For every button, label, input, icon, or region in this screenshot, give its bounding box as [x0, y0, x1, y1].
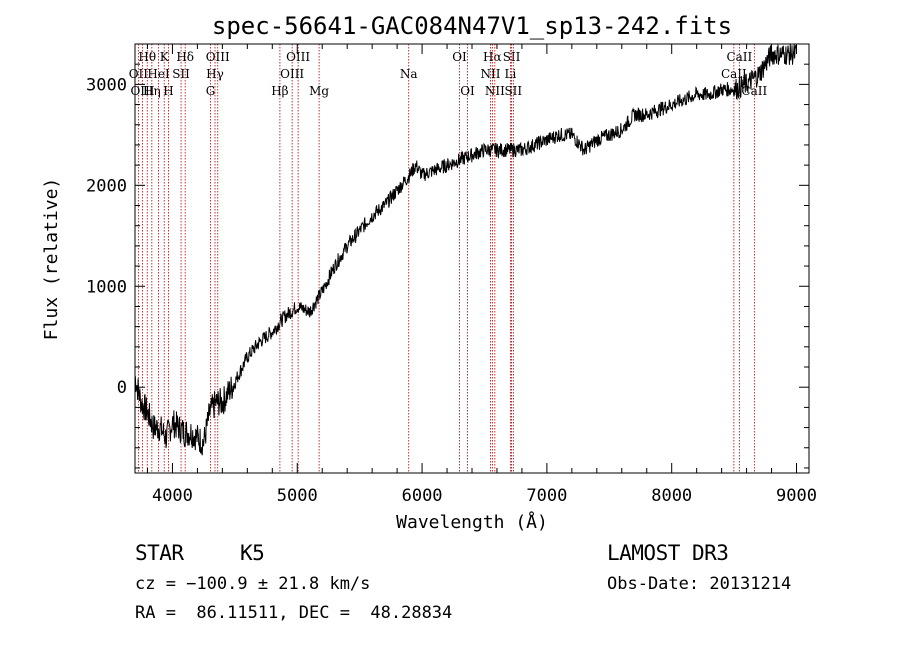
x-tick-label: 5000 — [277, 486, 318, 506]
y-axis-label: Flux (relative) — [41, 178, 62, 341]
spectral-line-label: CaII — [726, 50, 752, 64]
spectral-line-label: Na — [400, 67, 418, 81]
plot-frame — [134, 43, 810, 474]
spectral-line-label: Li — [505, 67, 517, 81]
spectral-line-label: HeI — [147, 67, 170, 81]
x-axis-label: Wavelength (Å) — [396, 511, 548, 533]
spectral-line-label: H — [163, 84, 173, 98]
y-tick-label: 2000 — [86, 176, 127, 196]
y-tick-label: 3000 — [86, 75, 127, 95]
x-tick-label: 7000 — [526, 486, 567, 506]
spectral-line-label: Hα — [483, 50, 502, 64]
spectral-line-label: OI — [460, 84, 475, 98]
y-tick-label: 1000 — [86, 277, 127, 297]
x-tick-label: 8000 — [651, 486, 692, 506]
spectral-line-label: SII — [504, 84, 522, 98]
spectral-line-label: G — [206, 84, 216, 98]
spectral-line-label: OI — [452, 50, 467, 64]
object-class: STAR — [135, 541, 184, 565]
redshift-velocity: cz = −100.9 ± 21.8 km/s — [135, 574, 371, 594]
x-tick-label: 6000 — [402, 486, 443, 506]
spectral-line-label: SII — [172, 67, 190, 81]
spectral-line-label: Mg — [309, 84, 329, 98]
spectral-line-label: Hβ — [271, 84, 288, 98]
object-subclass: K5 — [240, 541, 265, 565]
chart-title: spec-56641-GAC084N47V1_sp13-242.fits — [212, 12, 732, 40]
spectral-line-label: K — [160, 50, 170, 64]
y-tick-label: 0 — [117, 378, 127, 398]
spectral-line-label: OII — [129, 67, 149, 81]
spectral-line-label: OIII — [206, 50, 230, 64]
survey-name: LAMOST DR3 — [607, 541, 729, 565]
axis-ticks: 4000 5000 6000 7000 8000 9000 0 1000 2000 3000 — [86, 43, 817, 506]
spectral-line-label: SII — [503, 50, 521, 64]
flux-series-line — [134, 43, 797, 456]
spectral-line-label: OIII — [280, 67, 304, 81]
spectral-line-label: OIII — [286, 50, 310, 64]
coordinates: RA = 86.11511, DEC = 48.28834 — [135, 603, 453, 623]
spectral-line-label: OIII — [130, 84, 154, 98]
x-tick-label: 9000 — [776, 486, 817, 506]
spectral-line-label: Hδ — [176, 50, 194, 64]
spectral-line-label: CaII — [721, 67, 747, 81]
observation-date: Obs-Date: 20131214 — [607, 574, 792, 594]
spectral-line-label: Hγ — [206, 67, 224, 81]
x-tick-label: 4000 — [152, 486, 193, 506]
spectral-line-label: Hη — [143, 84, 161, 98]
spectral-line-label: NII — [485, 84, 505, 98]
spectral-line-label: Hθ — [138, 50, 156, 64]
spectral-line-label: NII — [480, 67, 500, 81]
